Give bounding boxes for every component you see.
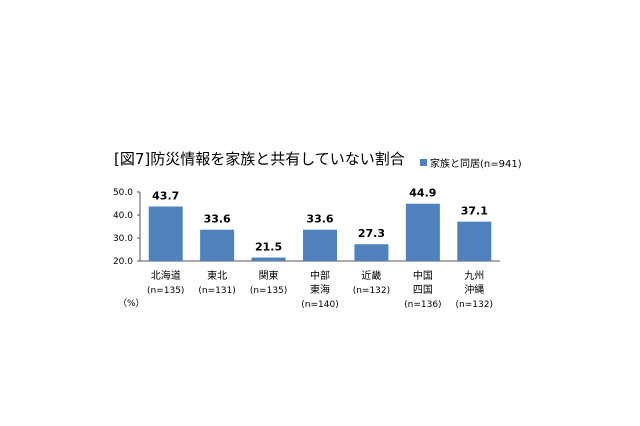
bar-value-label: 43.7 xyxy=(152,189,179,202)
category-label: 近畿 xyxy=(361,269,381,282)
category-sample-size: (n=131) xyxy=(198,286,235,296)
chart-legend: 家族と同居(n=941) xyxy=(420,155,522,170)
legend-label: 家族と同居(n=941) xyxy=(430,159,522,170)
bar-value-label: 37.1 xyxy=(461,205,488,218)
category-label: 四国 xyxy=(413,284,433,296)
bar xyxy=(303,229,337,261)
y-tick-label: 40.0 xyxy=(113,211,133,221)
bar-value-label: 33.6 xyxy=(306,213,333,226)
category-label: 北海道 xyxy=(151,269,181,282)
category-label: 東北 xyxy=(207,269,227,282)
bar xyxy=(457,221,492,261)
category-sample-size: (n=136) xyxy=(404,300,441,310)
bar-value-label: 44.9 xyxy=(409,187,436,200)
legend-swatch xyxy=(420,159,427,166)
bar-value-label: 27.3 xyxy=(358,227,385,240)
bar xyxy=(200,229,235,261)
category-sample-size: (n=132) xyxy=(353,286,390,296)
bar xyxy=(148,206,183,261)
category-sample-size: (n=135) xyxy=(147,286,184,296)
category-sample-size: (n=132) xyxy=(456,300,493,310)
chart-title: [図7]防災情報を家族と共有していない割合 xyxy=(114,150,405,168)
category-label: 中部 xyxy=(310,269,330,282)
category-sample-size: (n=135) xyxy=(250,286,287,296)
unit-label: （%） xyxy=(118,299,145,309)
category-label: 九州 xyxy=(464,270,484,282)
y-tick-label: 30.0 xyxy=(113,234,133,244)
bar xyxy=(405,203,440,261)
bar xyxy=(251,257,286,261)
category-sample-size: (n=140) xyxy=(301,300,338,310)
bar xyxy=(354,244,389,261)
category-label: 沖縄 xyxy=(464,283,484,296)
category-label: 東海 xyxy=(310,283,330,296)
y-tick-label: 20.0 xyxy=(113,257,133,267)
bar-value-label: 21.5 xyxy=(255,241,282,254)
bar-value-label: 33.6 xyxy=(204,213,231,226)
y-tick-label: 50.0 xyxy=(113,188,133,198)
category-label: 関東 xyxy=(259,269,279,282)
category-label: 中国 xyxy=(413,269,433,282)
